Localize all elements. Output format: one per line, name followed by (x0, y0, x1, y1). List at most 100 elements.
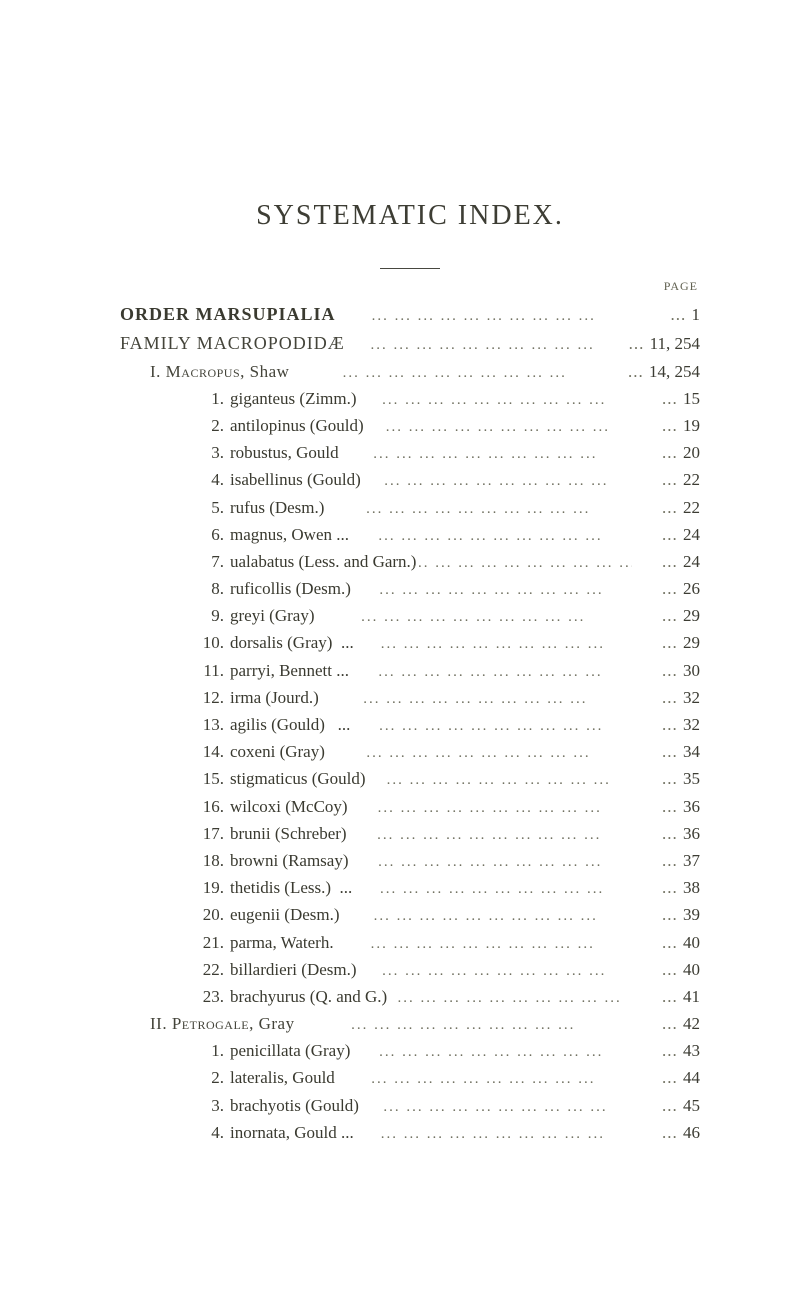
page-number: 32 (683, 688, 700, 707)
leader-dots: ... ... ... ... ... ... ... ... ... ... (372, 850, 632, 874)
index-label-cell: 5.rufus (Desm.) (120, 494, 360, 521)
leader-dots: ... ... ... ... ... ... ... ... ... ... (337, 361, 620, 385)
index-page-ref: ... 22 (632, 466, 700, 493)
index-page-ref: ... 20 (632, 439, 700, 466)
index-item-label: thetidis (Less.) ... (230, 874, 352, 901)
index-row: 1.giganteus (Zimm.)... ... ... ... ... .… (120, 385, 700, 412)
index-row: 22.billardieri (Desm.)... ... ... ... ..… (120, 956, 700, 983)
page-number: 36 (683, 797, 700, 816)
leader-dots: ... ... ... ... ... ... ... ... ... ... (373, 578, 632, 602)
page-leading-dots: ... (662, 416, 683, 435)
leader-dots: ... ... ... ... ... ... ... ... ... ... (374, 877, 632, 901)
leader-dots: ... ... ... ... ... ... ... ... ... ... (365, 1067, 632, 1091)
index-label-cell: 4.inornata, Gould ... (120, 1119, 375, 1146)
page-leading-dots: ... (662, 905, 683, 924)
index-item-number: 14. (198, 738, 224, 765)
leader-dots: ... ... ... ... ... ... ... ... ... ... (366, 304, 632, 328)
index-item-label: II. Petrogale, Gray (150, 1010, 295, 1037)
leader-dots: ... ... ... ... ... ... ... ... ... ... (368, 904, 632, 928)
index-row: 4.isabellinus (Gould)... ... ... ... ...… (120, 466, 700, 493)
index-page-ref: ... 43 (632, 1037, 700, 1064)
index-label-cell: 2.antilopinus (Gould) (120, 412, 380, 439)
page-number: 11, 254 (650, 334, 700, 353)
index-page-ref: ... 32 (632, 711, 700, 738)
index-label-cell: 23.brachyurus (Q. and G.) (120, 983, 391, 1010)
index-row: 6.magnus, Owen ...... ... ... ... ... ..… (120, 521, 700, 548)
leader-dots: ... ... ... ... ... ... ... ... ... ... (406, 551, 632, 575)
index-row: 23.brachyurus (Q. and G.)... ... ... ...… (120, 983, 700, 1010)
index-page-ref: ... 32 (632, 684, 700, 711)
index-page-ref: ... 39 (632, 901, 700, 928)
index-label-cell: 10.dorsalis (Gray) ... (120, 629, 375, 656)
index-item-label: eugenii (Desm.) (230, 901, 340, 928)
index-item-number: 4. (198, 1119, 224, 1146)
page-leading-dots: ... (671, 305, 692, 324)
leader-dots: ... ... ... ... ... ... ... ... ... ... (372, 524, 632, 548)
index-page-ref: ... 45 (632, 1092, 700, 1119)
index-item-number: 4. (198, 466, 224, 493)
index-item-label: giganteus (Zimm.) (230, 385, 357, 412)
index-page-ref: ... 36 (632, 820, 700, 847)
leader-dots: ... ... ... ... ... ... ... ... ... ... (357, 687, 632, 711)
index-roman: I. (150, 362, 166, 381)
index-label-cell: 18.browni (Ramsay) (120, 847, 372, 874)
index-item-label: ualabatus (Less. and Garn.) (230, 548, 416, 575)
page-leading-dots: ... (628, 362, 649, 381)
page-number: 36 (683, 824, 700, 843)
page-leading-dots: ... (629, 334, 650, 353)
page-leading-dots: ... (662, 443, 683, 462)
index-label-cell: 19.thetidis (Less.) ... (120, 874, 374, 901)
page-number: 22 (683, 498, 700, 517)
index-row: 18.browni (Ramsay)... ... ... ... ... ..… (120, 847, 700, 874)
index-page-ref: ... 38 (632, 874, 700, 901)
index-item-number: 2. (198, 412, 224, 439)
leader-dots: ... ... ... ... ... ... ... ... ... ... (381, 768, 632, 792)
index-item-label: brachyurus (Q. and G.) (230, 983, 387, 1010)
index-item-number: 7. (198, 548, 224, 575)
page-leading-dots: ... (662, 661, 683, 680)
index-item-number: 3. (198, 1092, 224, 1119)
index-page-ref: ... 24 (632, 521, 700, 548)
page-leading-dots: ... (662, 525, 683, 544)
page-leading-dots: ... (662, 1014, 683, 1033)
index-label-cell: 13.agilis (Gould) ... (120, 711, 373, 738)
page-number: 37 (683, 851, 700, 870)
index-item-label: browni (Ramsay) (230, 847, 349, 874)
index-item-label: greyi (Gray) (230, 602, 315, 629)
index-item-label: brachyotis (Gould) (230, 1092, 359, 1119)
index-row: I. Macropus, Shaw... ... ... ... ... ...… (120, 358, 700, 385)
leader-dots: ... ... ... ... ... ... ... ... ... ... (360, 497, 632, 521)
page-leading-dots: ... (662, 987, 683, 1006)
index-genus: Petrogale, (172, 1014, 254, 1033)
page-number: 24 (683, 525, 700, 544)
index-row: 3.brachyotis (Gould)... ... ... ... ... … (120, 1092, 700, 1119)
index-item-label: brunii (Schreber) (230, 820, 347, 847)
page: SYSTEMATIC INDEX. PAGE ORDER MARSUPIALIA… (0, 0, 800, 1309)
index-item-label: parma, Waterh. (230, 929, 334, 956)
index-row: ORDER MARSUPIALIA... ... ... ... ... ...… (120, 300, 700, 329)
leader-dots: ... ... ... ... ... ... ... ... ... ... (378, 469, 632, 493)
index-row: 14.coxeni (Gray)... ... ... ... ... ... … (120, 738, 700, 765)
index-label-cell: 3.robustus, Gould (120, 439, 367, 466)
leader-dots: ... ... ... ... ... ... ... ... ... ... (376, 959, 632, 983)
page-leading-dots: ... (662, 960, 683, 979)
index-item-number: 8. (198, 575, 224, 602)
page-number: 32 (683, 715, 700, 734)
page-number: 1 (692, 305, 701, 324)
index-page-ref: ... 35 (632, 765, 700, 792)
leader-dots: ... ... ... ... ... ... ... ... ... ... (375, 1122, 632, 1146)
page-leading-dots: ... (662, 470, 683, 489)
index-item-label: antilopinus (Gould) (230, 412, 364, 439)
index-page-ref: ... 11, 254 (621, 330, 700, 357)
title-rule (380, 268, 440, 269)
index-item-number: 1. (198, 1037, 224, 1064)
page-number: 14, 254 (649, 362, 700, 381)
page-number: 45 (683, 1096, 700, 1115)
page-leading-dots: ... (662, 933, 683, 952)
leader-dots: ... ... ... ... ... ... ... ... ... ... (345, 1013, 632, 1037)
index-item-label: inornata, Gould ... (230, 1119, 354, 1146)
leader-dots: ... ... ... ... ... ... ... ... ... ... (376, 388, 632, 412)
page-leading-dots: ... (662, 1123, 683, 1142)
index-label-cell: 9.greyi (Gray) (120, 602, 355, 629)
index-page-ref: ... 40 (632, 956, 700, 983)
